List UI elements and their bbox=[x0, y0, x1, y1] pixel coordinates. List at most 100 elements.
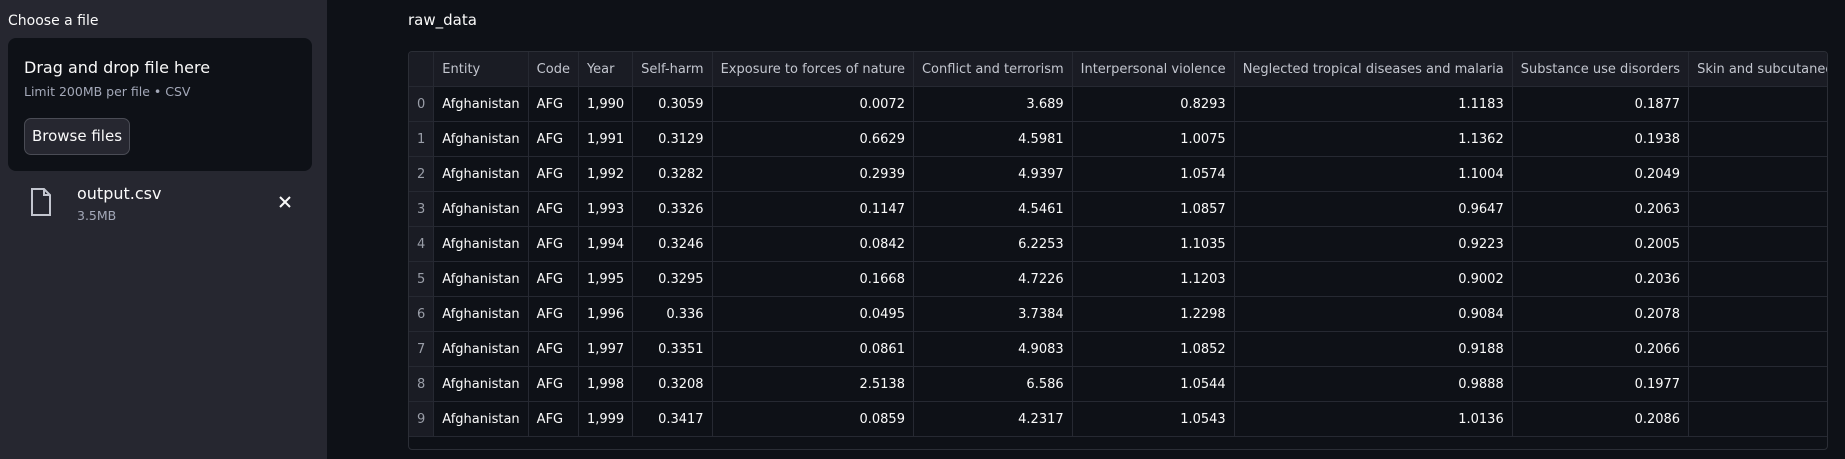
table-cell: AFG bbox=[528, 401, 579, 437]
table-cell: 4.5461 bbox=[913, 191, 1073, 227]
column-header[interactable]: Year bbox=[578, 52, 634, 87]
table-cell: 4.9083 bbox=[913, 331, 1073, 367]
column-header[interactable]: Entity bbox=[433, 52, 529, 87]
row-index: 6 bbox=[409, 296, 435, 332]
table-cell: 1,990 bbox=[578, 86, 634, 122]
table-cell: AFG bbox=[528, 261, 579, 297]
table-cell: 0.3417 bbox=[632, 401, 713, 437]
table-cell: 0.2063 bbox=[1512, 191, 1690, 227]
table-cell: 0.3326 bbox=[632, 191, 713, 227]
table-cell: 0.4247 bbox=[1688, 121, 1827, 157]
table-cell: 0.2049 bbox=[1512, 156, 1690, 192]
table-cell: 0.1668 bbox=[712, 261, 914, 297]
table-cell: AFG bbox=[528, 331, 579, 367]
table-cell: 0.3129 bbox=[632, 121, 713, 157]
table-cell: 0.1147 bbox=[712, 191, 914, 227]
table-cell: AFG bbox=[528, 296, 579, 332]
table-cell: Afghanistan bbox=[433, 121, 529, 157]
column-header[interactable]: Code bbox=[528, 52, 579, 87]
table-cell: 0.9188 bbox=[1234, 331, 1513, 367]
table-cell: 1,998 bbox=[578, 366, 634, 402]
table-cell: AFG bbox=[528, 121, 579, 157]
table-cell: 0.3246 bbox=[632, 226, 713, 262]
table-cell: 0.4279 bbox=[1688, 261, 1827, 297]
column-header[interactable]: Self-harm bbox=[632, 52, 713, 87]
table-cell: 3.689 bbox=[913, 86, 1073, 122]
table-cell: Afghanistan bbox=[433, 401, 529, 437]
table-row: 2 Afghanistan AFG 1,992 0.3282 0.2939 4.9397 1.… bbox=[409, 156, 1827, 192]
column-header[interactable] bbox=[409, 52, 435, 87]
table-cell: 1,996 bbox=[578, 296, 634, 332]
table-cell: 0.1977 bbox=[1512, 366, 1690, 402]
table-cell: 1.2298 bbox=[1072, 296, 1235, 332]
data-table: Entity Code Year Self-harm Exposure to force… bbox=[409, 52, 1827, 437]
dropzone-hint: Limit 200MB per file • CSV bbox=[24, 84, 191, 99]
table-cell: 1,993 bbox=[578, 191, 634, 227]
table-cell: 0.9002 bbox=[1234, 261, 1513, 297]
table-cell: 0.3282 bbox=[632, 156, 713, 192]
table-cell: Afghanistan bbox=[433, 366, 529, 402]
table-cell: 0.4377 bbox=[1688, 296, 1827, 332]
table-cell: 1,997 bbox=[578, 331, 634, 367]
table-cell: 0.0842 bbox=[712, 226, 914, 262]
table-cell: 0.2939 bbox=[712, 156, 914, 192]
table-row: 0 Afghanistan AFG 1,990 0.3059 0.0072 3.689 0.8… bbox=[409, 86, 1827, 122]
table-cell: 1.0857 bbox=[1072, 191, 1235, 227]
dropzone-title: Drag and drop file here bbox=[24, 58, 211, 77]
table-row: 1 Afghanistan AFG 1,991 0.3129 0.6629 4.5981 1.… bbox=[409, 121, 1827, 157]
column-header[interactable]: Skin and subcutaneous diseases bbox=[1688, 52, 1827, 87]
table-row: 9 Afghanistan AFG 1,999 0.3417 0.0859 4.2317 1.… bbox=[409, 401, 1827, 437]
column-header[interactable]: Exposure to forces of nature bbox=[712, 52, 914, 87]
table-cell: 1,992 bbox=[578, 156, 634, 192]
table-cell: 6.586 bbox=[913, 366, 1073, 402]
row-index: 5 bbox=[409, 261, 435, 297]
table-cell: 4.9397 bbox=[913, 156, 1073, 192]
table-row: 8 Afghanistan AFG 1,998 0.3208 2.5138 6.586 1.0… bbox=[409, 366, 1827, 402]
table-cell: 1,991 bbox=[578, 121, 634, 157]
uploader-label: Choose a file bbox=[8, 13, 99, 29]
column-header[interactable]: Substance use disorders bbox=[1512, 52, 1690, 87]
table-cell: 0.9084 bbox=[1234, 296, 1513, 332]
table-cell: 0.1877 bbox=[1512, 86, 1690, 122]
table-cell: 0.4207 bbox=[1688, 226, 1827, 262]
table-row: 4 Afghanistan AFG 1,994 0.3246 0.0842 6.2253 1.… bbox=[409, 226, 1827, 262]
browse-button[interactable]: Browse files bbox=[24, 118, 130, 155]
column-header[interactable]: Conflict and terrorism bbox=[913, 52, 1073, 87]
dropzone[interactable]: Drag and drop file here Limit 200MB per … bbox=[8, 38, 312, 171]
row-index: 9 bbox=[409, 401, 435, 437]
table-cell: 4.5981 bbox=[913, 121, 1073, 157]
table-cell: 1.0075 bbox=[1072, 121, 1235, 157]
table-cell: 1.1203 bbox=[1072, 261, 1235, 297]
table-cell: 0.1938 bbox=[1512, 121, 1690, 157]
file-name: output.csv bbox=[77, 184, 162, 203]
table-cell: 0.0859 bbox=[712, 401, 914, 437]
table-cell: 0.2005 bbox=[1512, 226, 1690, 262]
file-size: 3.5MB bbox=[77, 208, 117, 223]
remove-file-button[interactable] bbox=[278, 195, 292, 209]
row-index: 2 bbox=[409, 156, 435, 192]
table-cell: Afghanistan bbox=[433, 156, 529, 192]
table-cell: 1,995 bbox=[578, 261, 634, 297]
table-row: 5 Afghanistan AFG 1,995 0.3295 0.1668 4.7226 1.… bbox=[409, 261, 1827, 297]
column-header[interactable]: Interpersonal violence bbox=[1072, 52, 1235, 87]
table-cell: 4.2317 bbox=[913, 401, 1073, 437]
table-cell: 1.1035 bbox=[1072, 226, 1235, 262]
table-row: 3 Afghanistan AFG 1,993 0.3326 0.1147 4.5461 1.… bbox=[409, 191, 1827, 227]
table-row: 7 Afghanistan AFG 1,997 0.3351 0.0861 4.9083 1.… bbox=[409, 331, 1827, 367]
table-cell: AFG bbox=[528, 156, 579, 192]
table-cell: 0.8293 bbox=[1072, 86, 1235, 122]
table-cell: 0.2066 bbox=[1512, 331, 1690, 367]
header-row: Entity Code Year Self-harm Exposure to force… bbox=[409, 52, 1827, 87]
table-cell: AFG bbox=[528, 191, 579, 227]
table-cell: 1.1004 bbox=[1234, 156, 1513, 192]
table-cell: 1.0574 bbox=[1072, 156, 1235, 192]
table-cell: 0.0495 bbox=[712, 296, 914, 332]
dataframe[interactable]: Entity Code Year Self-harm Exposure to force… bbox=[408, 51, 1828, 450]
table-cell: AFG bbox=[528, 366, 579, 402]
table-cell: 6.2253 bbox=[913, 226, 1073, 262]
table-cell: 1,999 bbox=[578, 401, 634, 437]
column-header[interactable]: Neglected tropical diseases and malaria bbox=[1234, 52, 1513, 87]
uploaded-file: output.csv 3.5MB bbox=[0, 180, 327, 230]
table-cell: 0.6629 bbox=[712, 121, 914, 157]
